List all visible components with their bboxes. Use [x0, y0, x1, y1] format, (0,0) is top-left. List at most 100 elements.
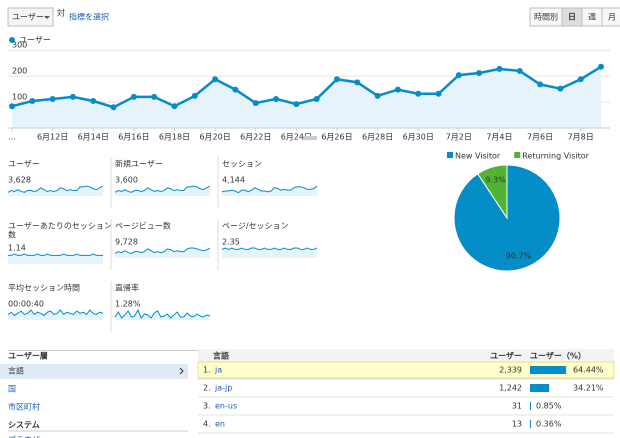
point [476, 70, 483, 77]
pct-label: 64.44% [573, 366, 604, 375]
y-tick-label: 200 [12, 67, 27, 76]
sparkline [7, 185, 104, 193]
pct-bar [530, 420, 531, 428]
legend-dot [9, 37, 15, 43]
metric-label: ページビュー数 [115, 221, 171, 231]
line [11, 65, 602, 109]
metric-label: 数 [8, 230, 16, 240]
row-name[interactable]: ja [214, 366, 222, 375]
nav-item[interactable]: 市区町村 [8, 402, 40, 412]
point [171, 103, 178, 110]
row-index: 4. [203, 420, 211, 429]
nav-item[interactable]: 国 [8, 385, 16, 394]
legend-swatch [447, 152, 453, 158]
slice-label: 90.7% [506, 252, 532, 261]
point [598, 63, 604, 70]
sparkline [221, 247, 318, 250]
point [252, 100, 259, 107]
row-name[interactable]: en-us [215, 402, 237, 411]
metric-value: 3,628 [8, 176, 31, 185]
period-button-label[interactable]: 週 [588, 13, 596, 22]
row-index: 3. [203, 402, 211, 411]
point [435, 90, 442, 97]
point [577, 76, 584, 83]
nav-item[interactable]: 言語 [8, 366, 24, 376]
legend-label: ユーザー [19, 36, 51, 45]
metric-label: ユーザーあたりのセッション [8, 222, 112, 231]
x-tick-label: ... [8, 133, 16, 142]
metric-value: 1.28% [115, 300, 141, 309]
point [537, 81, 544, 88]
x-tick-label: 7月2日 [446, 133, 472, 142]
nav-arrow [179, 367, 184, 375]
select-metric-link[interactable]: 指標を選択 [69, 12, 109, 22]
x-tick-label: 6月30日 [403, 133, 434, 142]
point [496, 65, 503, 72]
pct-bar [530, 366, 567, 374]
row-users: 13 [512, 420, 522, 429]
pct-label: 0.36% [536, 420, 562, 429]
metric-label: 新規ユーザー [115, 159, 163, 169]
sparkline [114, 185, 211, 193]
period-button-label[interactable]: 日 [568, 13, 576, 22]
point [232, 86, 239, 93]
point [110, 104, 117, 111]
point [9, 103, 15, 110]
point [151, 93, 158, 100]
metric-label: ページ/セッション [222, 222, 289, 231]
row-name[interactable]: en [215, 420, 225, 429]
pct-bar [530, 402, 531, 410]
nav-item[interactable]: ブラウザ [8, 435, 40, 438]
x-tick-label: 6月18日 [159, 133, 190, 142]
metric-label: ユーザー [8, 160, 40, 169]
metric-value: 4,144 [222, 176, 245, 185]
row-users: 2,339 [499, 366, 522, 375]
table-header: 言語 [213, 351, 229, 361]
x-tick-label: 6月12日 [37, 133, 68, 142]
x-tick-label: 7月8日 [568, 133, 594, 142]
y-tick-label: 300 [12, 41, 27, 50]
x-tick-label: 6月20日 [199, 133, 230, 142]
point [29, 98, 36, 105]
row-users: 31 [512, 402, 522, 411]
point [212, 76, 219, 83]
metric-value: 9,728 [115, 238, 138, 247]
sparkline [7, 309, 104, 317]
metric-select-label[interactable]: ユーザー [12, 13, 44, 22]
pie-slice [477, 164, 508, 220]
area [12, 66, 601, 128]
x-tick-label: 6月22日 [240, 133, 271, 142]
x-tick-label: 6月26日 [321, 133, 352, 142]
point [333, 76, 340, 83]
pct-label: 0.85% [536, 402, 562, 411]
point [415, 90, 422, 97]
nav-selected-bg [0, 364, 188, 379]
sparkline [221, 185, 318, 194]
point [516, 67, 523, 74]
x-tick-label: 6月24日 [281, 133, 312, 142]
range-handle[interactable] [303, 136, 317, 140]
point [69, 93, 76, 100]
sparkline-area [222, 248, 317, 258]
legend-swatch [514, 152, 521, 158]
row-name[interactable]: ja-jp [214, 384, 232, 393]
pct-bar [530, 384, 550, 392]
metric-select[interactable] [7, 7, 54, 27]
period-button-label[interactable]: 月 [608, 13, 616, 22]
point [354, 79, 361, 86]
point [273, 95, 280, 102]
period-button[interactable] [601, 7, 620, 27]
point [394, 86, 401, 93]
period-button-label[interactable]: 時間別 [534, 13, 558, 22]
point [557, 85, 564, 92]
table-header-bg [198, 349, 614, 363]
metric-label: 平均セッション時間 [8, 283, 80, 293]
point [90, 98, 97, 105]
row-users: 1,242 [499, 384, 522, 393]
point [374, 92, 381, 99]
point [49, 95, 56, 102]
table-header: ユーザー [490, 352, 522, 361]
nav-section-title: ユーザー層 [8, 352, 48, 361]
sparkline [114, 247, 211, 254]
